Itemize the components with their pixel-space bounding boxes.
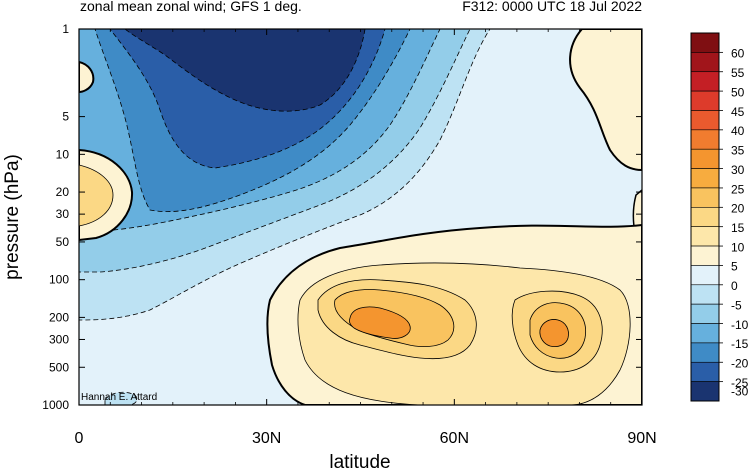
fill-band-neg30-core	[124, 29, 366, 112]
fill-tropo-20	[349, 306, 411, 339]
colorbar-label: 5	[731, 260, 738, 274]
colorbar-label: 0	[731, 279, 738, 293]
x-axis: 0 30N 60N 90N	[75, 29, 657, 447]
chart-subtitle: F312: 0000 UTC 18 Jul 2022	[462, 0, 642, 14]
fill-polar-westerly	[569, 29, 642, 172]
colorbar-label: 40	[731, 124, 745, 138]
y-tick-label: 5	[62, 110, 69, 124]
y-tick-label: 20	[56, 185, 70, 199]
colorbar-label: 20	[731, 202, 745, 216]
y-tick-label: 300	[49, 332, 69, 346]
colorbar-swatch	[690, 323, 720, 344]
colorbar-swatch	[690, 32, 720, 53]
x-tick-label: 0	[75, 430, 84, 447]
colorbar-swatch	[690, 342, 720, 363]
colorbar-label: 30	[731, 163, 745, 177]
colorbar-swatch	[690, 168, 720, 189]
colorbar-swatch	[690, 245, 720, 266]
colorbar-label: 25	[731, 182, 745, 196]
colorbar-label: -20	[731, 357, 749, 371]
colorbar-label: -30	[731, 384, 749, 398]
colorbar-swatch	[690, 90, 720, 111]
colorbar-swatch	[690, 110, 720, 131]
colorbar-label: 50	[731, 85, 745, 99]
colorbar: 605550454035302520151050-5-10-15-20-25-3…	[690, 32, 749, 402]
y-axis: 1 5 10 20 30 50 100 200 300 500 1000	[42, 22, 642, 412]
colorbar-swatch	[690, 129, 720, 150]
colorbar-swatch	[690, 361, 720, 382]
colorbar-label: -5	[731, 298, 742, 312]
colorbar-swatch	[690, 52, 720, 73]
colorbar-label: 15	[731, 221, 745, 235]
colorbar-swatch	[690, 148, 720, 169]
y-tick-label: 10	[56, 147, 70, 161]
y-tick-label: 1000	[42, 398, 69, 412]
colorbar-swatch	[690, 303, 720, 324]
contour-fills	[79, 29, 642, 405]
y-tick-label: 30	[56, 207, 70, 221]
colorbar-swatch	[690, 71, 720, 92]
fill-tropical-westerly-inner	[79, 164, 114, 227]
y-tick-label: 500	[49, 360, 69, 374]
y-tick-label: 200	[49, 310, 69, 324]
credit-label: Hannah E. Attard	[81, 392, 157, 403]
colorbar-label: -25	[731, 376, 749, 390]
colorbar-label: 45	[731, 105, 745, 119]
colorbar-swatch	[690, 381, 720, 402]
colorbar-label: -10	[731, 318, 749, 332]
colorbar-frame	[690, 32, 720, 402]
colorbar-swatch	[690, 226, 720, 247]
colorbar-label: 55	[731, 66, 745, 80]
y-tick-label: 1	[62, 22, 69, 36]
colorbar-label: 60	[731, 47, 745, 61]
chart-title: zonal mean zonal wind; GFS 1 deg.	[80, 0, 302, 14]
y-axis-label: pressure (hPa)	[2, 154, 23, 280]
x-axis-label: latitude	[329, 452, 390, 471]
x-tick-label: 90N	[627, 430, 656, 447]
fill-upper-left-blob	[79, 60, 95, 94]
colorbar-swatch	[690, 207, 720, 227]
colorbar-swatch	[690, 187, 720, 208]
x-tick-label: 60N	[440, 430, 469, 447]
colorbar-label: 35	[731, 144, 745, 158]
colorbar-label: 10	[731, 240, 745, 254]
fill-surface-blob	[104, 391, 138, 405]
colorbar-swatch	[690, 265, 720, 286]
y-tick-label: 100	[49, 273, 69, 287]
colorbar-label: -15	[731, 337, 749, 351]
x-tick-label: 30N	[252, 430, 281, 447]
y-tick-label: 50	[56, 235, 70, 249]
colorbar-swatch	[690, 284, 720, 305]
fill-tropo-20-right	[539, 319, 569, 347]
